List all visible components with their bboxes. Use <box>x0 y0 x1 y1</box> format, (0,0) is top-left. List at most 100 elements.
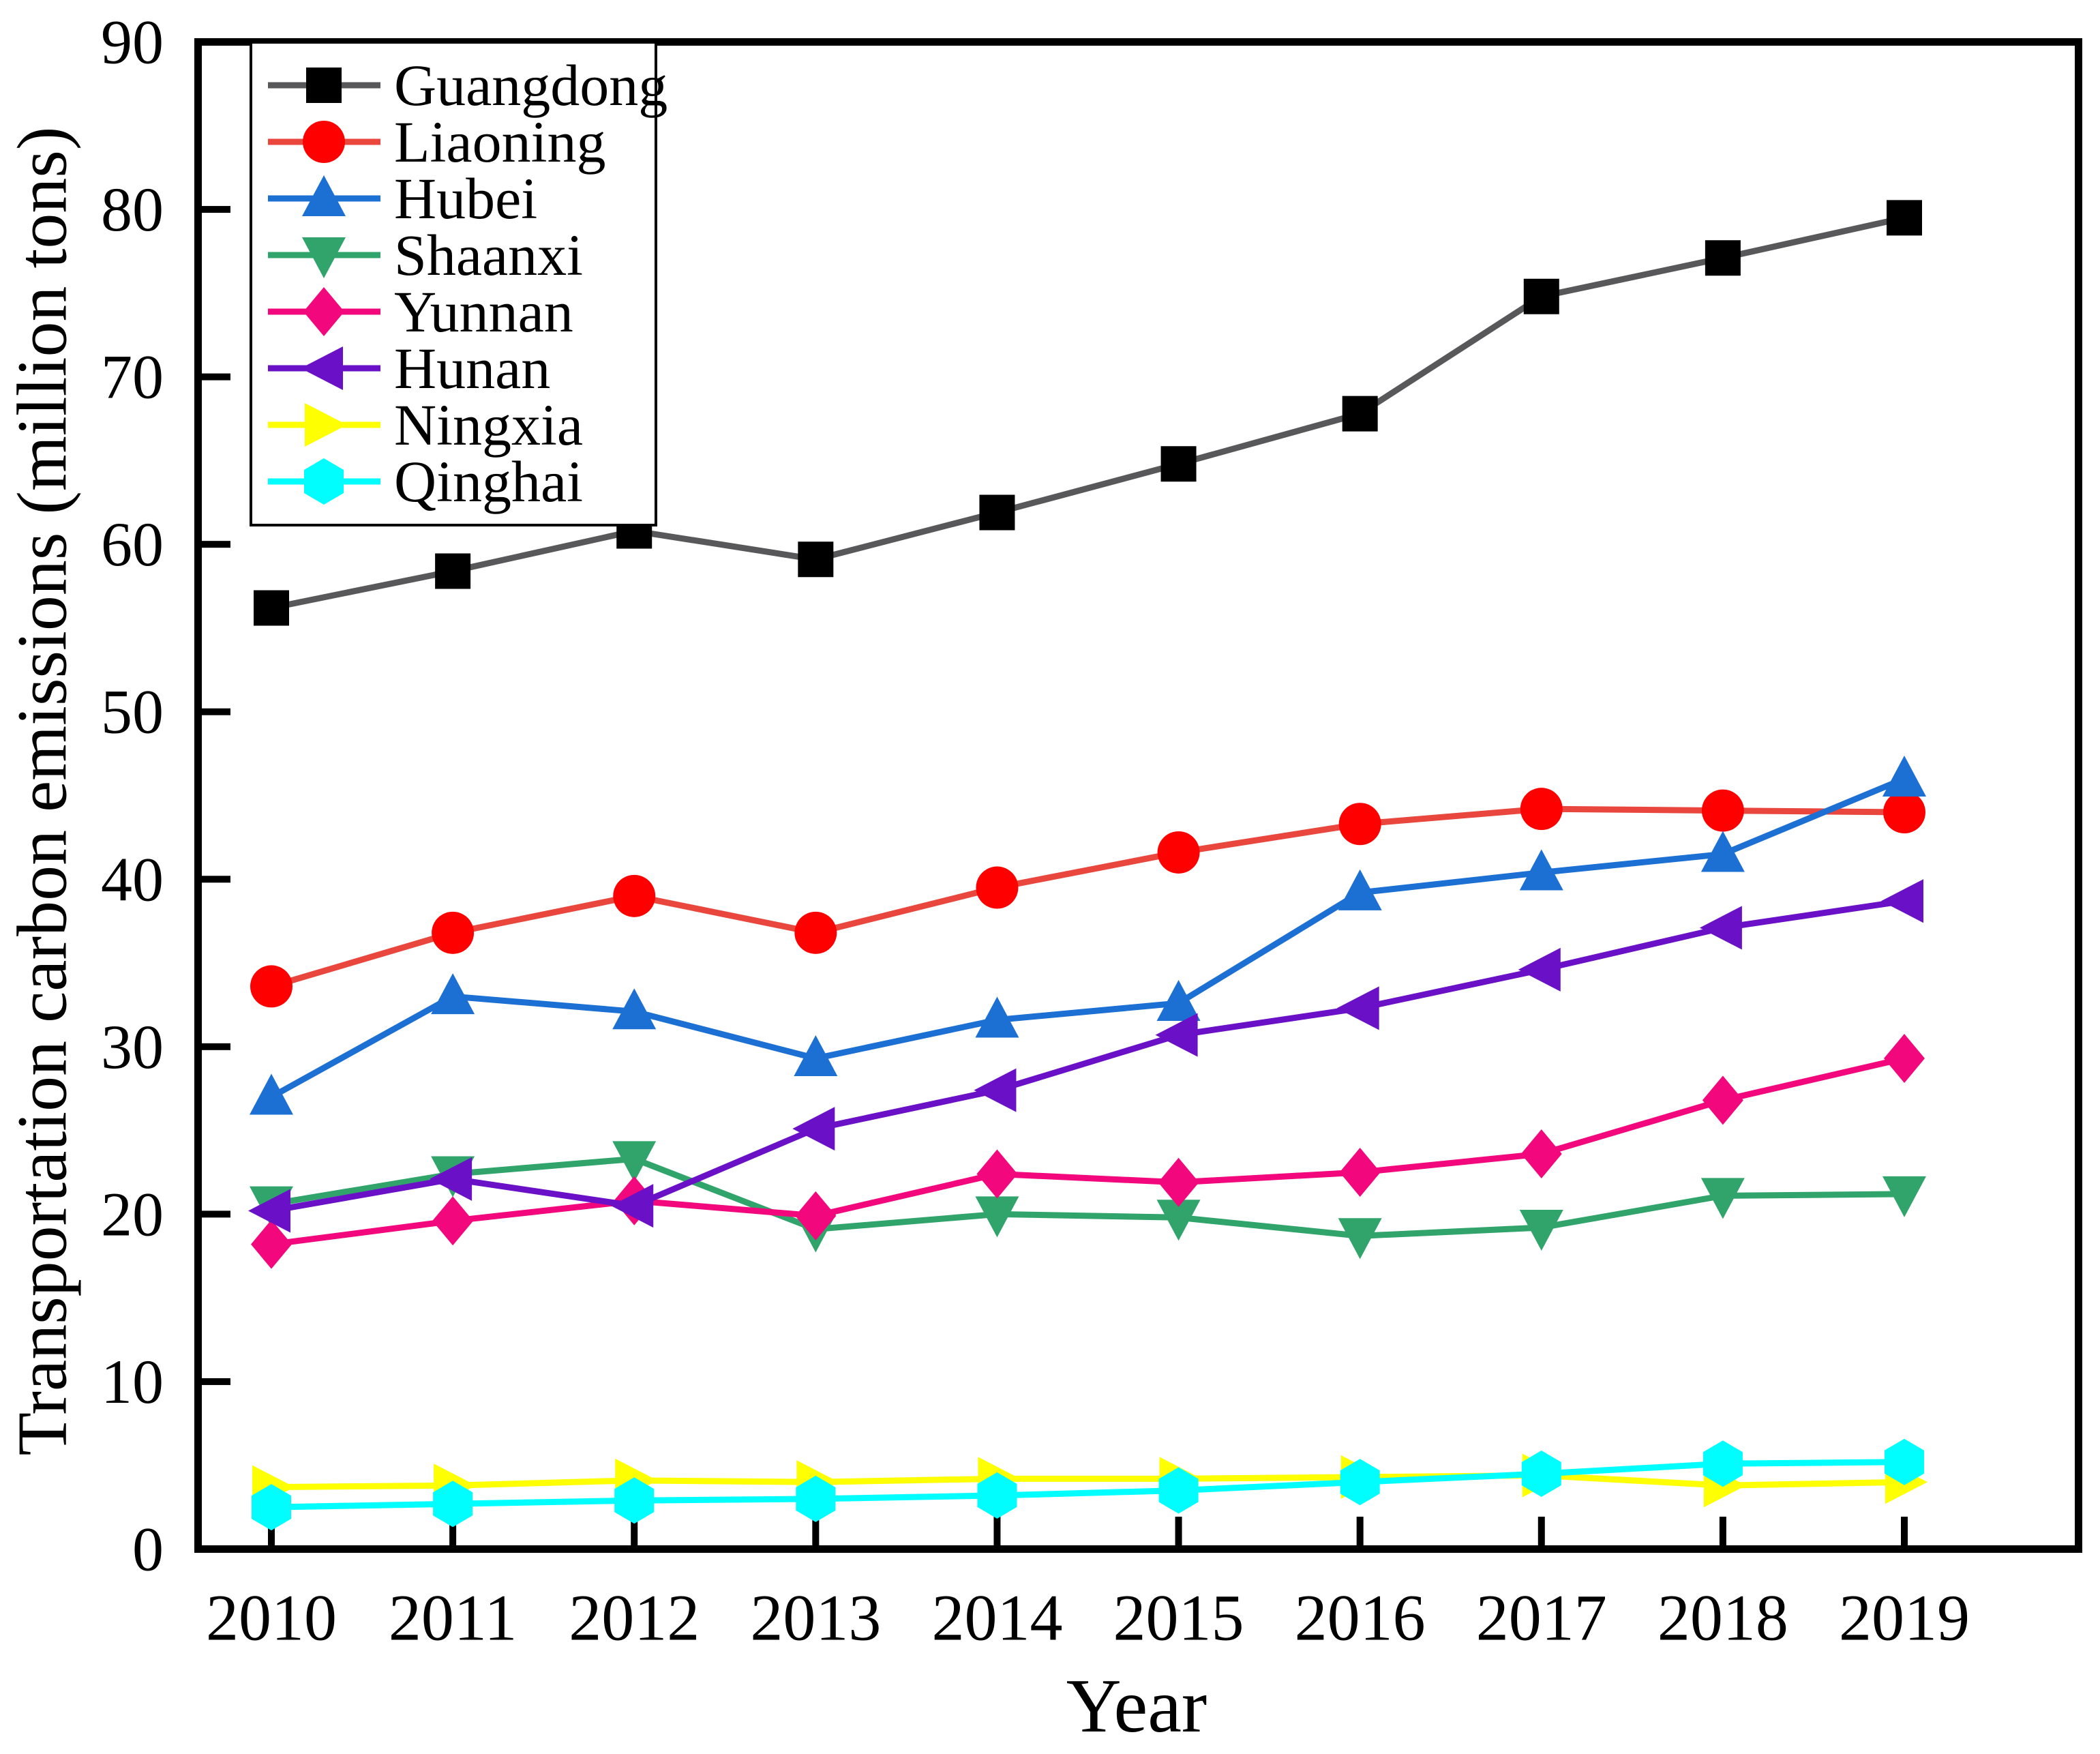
y-tick-label: 60 <box>101 509 164 579</box>
x-tick-mark <box>268 1517 275 1545</box>
y-tick-label: 20 <box>101 1179 164 1249</box>
legend-label: Yunnan <box>394 279 573 344</box>
x-tick-mark <box>631 1517 638 1545</box>
legend-label: Shaanxi <box>394 222 583 288</box>
triangle-up-marker-icon <box>975 996 1019 1038</box>
y-tick-mark <box>202 1210 230 1218</box>
y-tick-mark <box>202 38 230 46</box>
x-tick-label: 2014 <box>931 1581 1062 1654</box>
y-tick-mark <box>202 1043 230 1050</box>
x-tick-label: 2011 <box>389 1581 517 1654</box>
square-marker-icon <box>1887 200 1922 236</box>
circle-marker-icon <box>794 911 837 954</box>
triangle-up-marker-icon <box>1700 831 1745 872</box>
triangle-left-marker-icon <box>1518 947 1561 992</box>
square-marker-icon <box>254 590 289 626</box>
series-line <box>271 1155 1905 1239</box>
circle-marker-icon <box>1520 788 1563 831</box>
x-tick-label: 2015 <box>1113 1581 1244 1654</box>
diamond-marker-icon <box>1702 1075 1743 1125</box>
x-tick-mark <box>1537 1517 1545 1545</box>
series-line <box>271 214 1905 611</box>
y-axis-title: Transportation carbon emissions (million… <box>3 126 82 1456</box>
legend-item-shaanxi: Shaanxi <box>268 222 583 288</box>
triangle-left-marker-icon <box>1699 906 1742 950</box>
triangle-left-marker-icon <box>974 1068 1017 1112</box>
hexagon-marker-icon <box>1340 1459 1380 1506</box>
triangle-left-marker-icon <box>430 1157 472 1201</box>
square-marker-icon <box>1160 446 1197 482</box>
triangle-up-marker-icon <box>1519 849 1563 891</box>
diamond-marker-icon <box>1520 1129 1562 1178</box>
legend-item-guangdong: Guangdong <box>268 53 668 118</box>
legend-label: Ningxia <box>394 392 583 458</box>
x-tick-label: 2012 <box>569 1581 700 1654</box>
y-tick-mark <box>202 1545 230 1553</box>
triangle-up-marker-icon <box>794 1035 838 1077</box>
hexagon-marker-icon <box>1158 1467 1199 1514</box>
x-tick-label: 2013 <box>750 1581 881 1654</box>
y-tick-label: 80 <box>101 175 164 244</box>
hexagon-marker-icon <box>1885 1438 1924 1485</box>
y-tick-label: 10 <box>101 1347 164 1416</box>
x-tick-mark <box>1356 1517 1364 1545</box>
y-tick-label: 50 <box>101 677 164 747</box>
triangle-up-marker-icon <box>1156 979 1201 1021</box>
square-marker-icon <box>435 553 471 589</box>
circle-marker-icon <box>613 874 656 917</box>
hexagon-marker-icon <box>304 458 344 505</box>
triangle-up-marker-icon <box>612 988 657 1030</box>
legend-item-hubei: Hubei <box>268 166 537 231</box>
legend-label: Qinghai <box>394 449 583 514</box>
triangle-left-marker-icon <box>1881 879 1923 923</box>
triangle-up-marker-icon <box>431 973 475 1015</box>
x-tick-label: 2017 <box>1476 1581 1607 1654</box>
plot-border <box>194 38 2082 1553</box>
series-hunan <box>248 879 1923 1233</box>
circle-marker-icon <box>1701 789 1744 832</box>
x-tick-label: 2018 <box>1657 1581 1788 1654</box>
square-marker-icon <box>979 494 1015 531</box>
x-tick-label: 2019 <box>1839 1581 1970 1654</box>
y-tick-label: 90 <box>101 8 164 77</box>
series-guangdong <box>254 200 1922 626</box>
circle-marker-icon <box>1157 831 1200 874</box>
hexagon-marker-icon <box>252 1484 291 1531</box>
triangle-up-marker-icon <box>1882 755 1926 797</box>
legend-label: Liaoning <box>394 109 606 175</box>
triangle-left-marker-icon <box>792 1107 835 1151</box>
y-tick-label: 0 <box>132 1515 164 1584</box>
x-tick-mark <box>1175 1517 1182 1545</box>
legend-item-yunnan: Yunnan <box>268 279 573 344</box>
hexagon-marker-icon <box>433 1481 473 1528</box>
diamond-marker-icon <box>1884 1034 1925 1084</box>
triangle-down-marker-icon <box>1519 1210 1563 1251</box>
y-tick-mark <box>202 1378 230 1385</box>
triangle-left-marker-icon <box>611 1184 654 1228</box>
triangle-up-marker-icon <box>250 1073 293 1115</box>
triangle-up-marker-icon <box>1338 869 1382 910</box>
triangle-down-marker-icon <box>1882 1176 1926 1217</box>
triangle-left-marker-icon <box>248 1189 290 1233</box>
triangle-left-marker-icon <box>301 346 343 390</box>
circle-marker-icon <box>432 911 475 954</box>
x-tick-mark <box>1901 1517 1908 1545</box>
x-tick-label: 2010 <box>206 1581 337 1654</box>
circle-marker-icon <box>250 965 293 1008</box>
triangle-up-marker-icon <box>302 175 346 216</box>
diamond-marker-icon <box>432 1196 474 1246</box>
triangle-down-marker-icon <box>975 1196 1019 1238</box>
diamond-marker-icon <box>1158 1157 1199 1207</box>
square-marker-icon <box>1705 240 1741 276</box>
triangle-down-marker-icon <box>1156 1200 1201 1241</box>
legend: GuangdongLiaoningHubeiShaanxiYunnanHunan… <box>250 41 668 526</box>
hexagon-marker-icon <box>977 1472 1017 1519</box>
circle-marker-icon <box>976 866 1019 909</box>
y-tick-mark <box>202 708 230 715</box>
triangle-down-marker-icon <box>302 237 346 278</box>
x-axis: 2010 2011 2012 2013 2014 2015 2016 2017 2018 2019 <box>206 1517 1970 1654</box>
series-line <box>269 775 1906 1100</box>
triangle-left-marker-icon <box>1336 986 1379 1030</box>
